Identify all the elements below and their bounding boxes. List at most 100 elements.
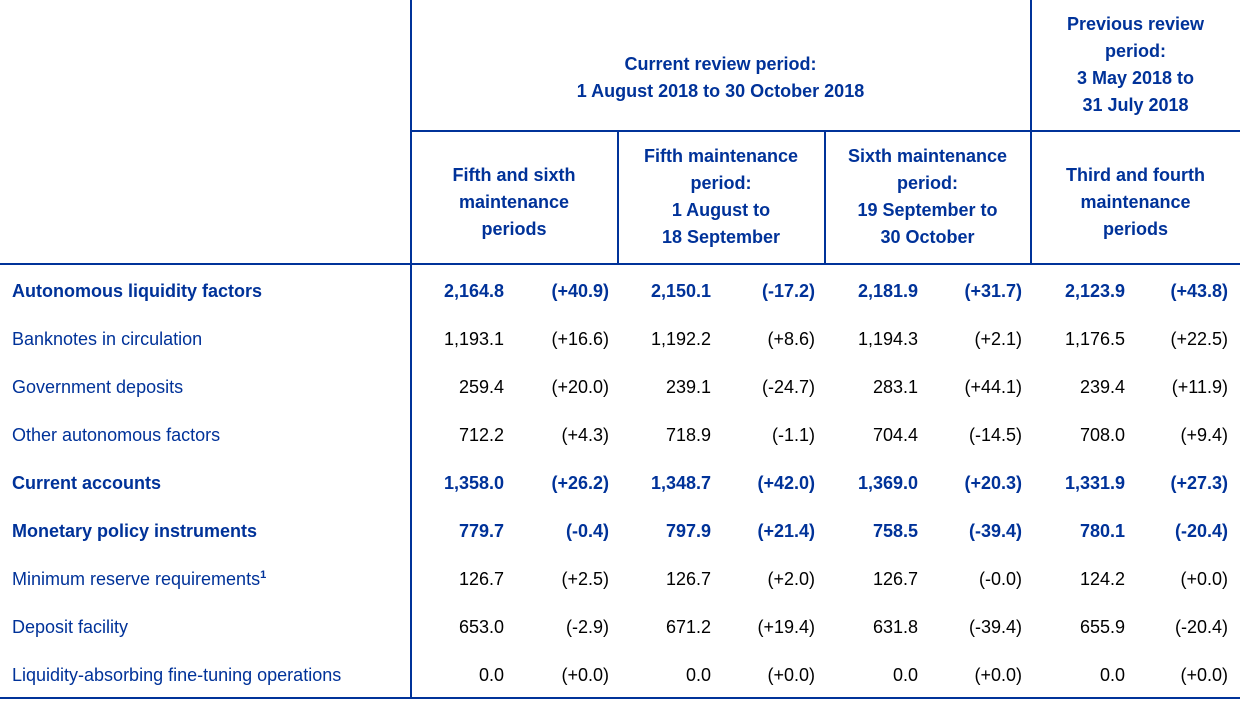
change-cell: (-17.2) xyxy=(761,281,815,301)
change-cell: (+2.0) xyxy=(767,569,815,589)
row-label-text: Liquidity-absorbing fine-tuning operatio… xyxy=(12,665,342,685)
value-cell: 2,150.1 xyxy=(650,281,711,301)
divider-fifth-period xyxy=(617,130,619,264)
change-cell: (+4.3) xyxy=(561,425,609,445)
value-cell: 1,331.9 xyxy=(1064,473,1125,493)
row-label: Liquidity-absorbing fine-tuning operatio… xyxy=(12,651,341,699)
change-cell: (-24.7) xyxy=(761,377,815,397)
header-line: 18 September xyxy=(661,227,781,247)
table-row: Other autonomous factors 712.2 (+4.3) 718.9… xyxy=(0,411,1240,459)
row-label: Deposit facility xyxy=(12,603,128,651)
table-row: Minimum reserve requirements1 126.7 (+2.5)… xyxy=(0,555,1240,603)
value-cell: 704.4 xyxy=(872,425,918,445)
header-line: Fifth and sixth xyxy=(452,164,576,185)
value-cell: 1,358.0 xyxy=(443,473,504,493)
value-cell: 259.4 xyxy=(458,377,504,397)
header-line: period: xyxy=(897,173,958,193)
change-cell: (-14.5) xyxy=(968,425,1022,445)
value-cell: 124.2 xyxy=(1079,569,1125,589)
row-label: Current accounts xyxy=(12,459,161,507)
value-cell: 1,369.0 xyxy=(857,473,918,493)
table-bottom-rule xyxy=(0,697,1240,699)
value-cell: 239.1 xyxy=(665,377,711,397)
table-row: Autonomous liquidity factors 2,164.8 (+40.… xyxy=(0,267,1240,315)
change-cell: (+20.0) xyxy=(551,377,609,397)
change-cell: (-39.4) xyxy=(968,521,1022,541)
row-label-text: Monetary policy instruments xyxy=(12,521,258,541)
header-line: period: xyxy=(690,173,752,193)
row-label: Other autonomous factors xyxy=(12,411,220,459)
value-cell: 631.8 xyxy=(872,617,918,637)
change-cell: (+0.0) xyxy=(767,665,815,685)
row-label: Monetary policy instruments xyxy=(12,507,257,555)
value-cell: 718.9 xyxy=(665,425,711,445)
row-label-text: Banknotes in circulation xyxy=(12,329,203,349)
value-cell: 1,176.5 xyxy=(1064,329,1125,349)
header-line: maintenance xyxy=(458,191,570,212)
header-line: 3 May 2018 to xyxy=(1076,68,1195,88)
header-line: 30 October xyxy=(880,227,975,247)
table-row: Liquidity-absorbing fine-tuning operatio… xyxy=(0,651,1240,699)
header-line: periods xyxy=(481,218,547,239)
header-line: 1 August to xyxy=(671,200,771,220)
header-line: 19 September to xyxy=(857,200,998,220)
value-cell: 1,192.2 xyxy=(650,329,711,349)
row-label-text: Autonomous liquidity factors xyxy=(12,281,262,301)
header-line: maintenance xyxy=(1080,191,1191,212)
change-cell: (+40.9) xyxy=(551,281,609,301)
change-cell: (+21.4) xyxy=(757,521,815,541)
header-fifth-maintenance-period: Fifth maintenance period: 1 August to 18… xyxy=(618,131,824,263)
table-row: Banknotes in circulation 1,193.1 (+16.6) 1,… xyxy=(0,315,1240,363)
change-cell: (+0.0) xyxy=(974,665,1022,685)
value-cell: 1,193.1 xyxy=(443,329,504,349)
change-cell: (+19.4) xyxy=(757,617,815,637)
change-cell: (-2.9) xyxy=(565,617,609,637)
header-line: periods xyxy=(1102,218,1168,239)
value-cell: 0.0 xyxy=(1099,665,1125,685)
change-cell: (-0.0) xyxy=(978,569,1022,589)
value-cell: 797.9 xyxy=(665,521,711,541)
row-label: Banknotes in circulation xyxy=(12,315,202,363)
footnote-marker: 1 xyxy=(260,569,267,581)
header-line: 1 August 2018 to 30 October 2018 xyxy=(576,81,865,101)
value-cell: 1,348.7 xyxy=(650,473,711,493)
change-cell: (+42.0) xyxy=(757,473,815,493)
change-cell: (+44.1) xyxy=(964,377,1022,397)
header-current-review-period: Current review period: 1 August 2018 to … xyxy=(411,0,1030,130)
value-cell: 126.7 xyxy=(665,569,711,589)
change-cell: (-39.4) xyxy=(968,617,1022,637)
value-cell: 0.0 xyxy=(478,665,504,685)
header-line: Third and fourth xyxy=(1066,164,1205,185)
change-cell: (+20.3) xyxy=(964,473,1022,493)
change-cell: (+31.7) xyxy=(964,281,1022,301)
table-row: Monetary policy instruments 779.7 (-0.4) 79… xyxy=(0,507,1240,555)
divider-label-column xyxy=(410,0,412,698)
change-cell: (+16.6) xyxy=(551,329,609,349)
header-line: Fifth maintenance xyxy=(643,146,799,166)
change-cell: (+43.8) xyxy=(1170,281,1228,301)
row-label-text: Deposit facility xyxy=(12,617,129,637)
change-cell: (+9.4) xyxy=(1180,425,1228,445)
value-cell: 758.5 xyxy=(872,521,918,541)
header-third-and-fourth-periods: Third and fourth maintenance periods xyxy=(1031,131,1240,263)
change-cell: (+0.0) xyxy=(1180,665,1228,685)
value-cell: 779.7 xyxy=(458,521,504,541)
table-row: Government deposits 259.4 (+20.0) 239.1 (-24… xyxy=(0,363,1240,411)
header-bottom-rule xyxy=(0,263,1240,265)
header-line: period: xyxy=(1105,41,1166,61)
value-cell: 239.4 xyxy=(1079,377,1125,397)
header-line: Previous review xyxy=(1066,14,1205,34)
header-line: 31 July 2018 xyxy=(1082,95,1189,115)
value-cell: 283.1 xyxy=(872,377,918,397)
value-cell: 708.0 xyxy=(1079,425,1125,445)
change-cell: (+11.9) xyxy=(1171,377,1228,397)
change-cell: (+0.0) xyxy=(561,665,609,685)
row-label-text: Government deposits xyxy=(12,377,184,397)
value-cell: 780.1 xyxy=(1079,521,1125,541)
value-cell: 2,164.8 xyxy=(443,281,504,301)
row-label-text: Other autonomous factors xyxy=(12,425,221,445)
change-cell: (+2.1) xyxy=(974,329,1022,349)
header-line: Sixth maintenance xyxy=(847,146,1008,166)
header-sixth-maintenance-period: Sixth maintenance period: 19 September t… xyxy=(825,131,1030,263)
divider-sixth-period xyxy=(824,130,826,264)
